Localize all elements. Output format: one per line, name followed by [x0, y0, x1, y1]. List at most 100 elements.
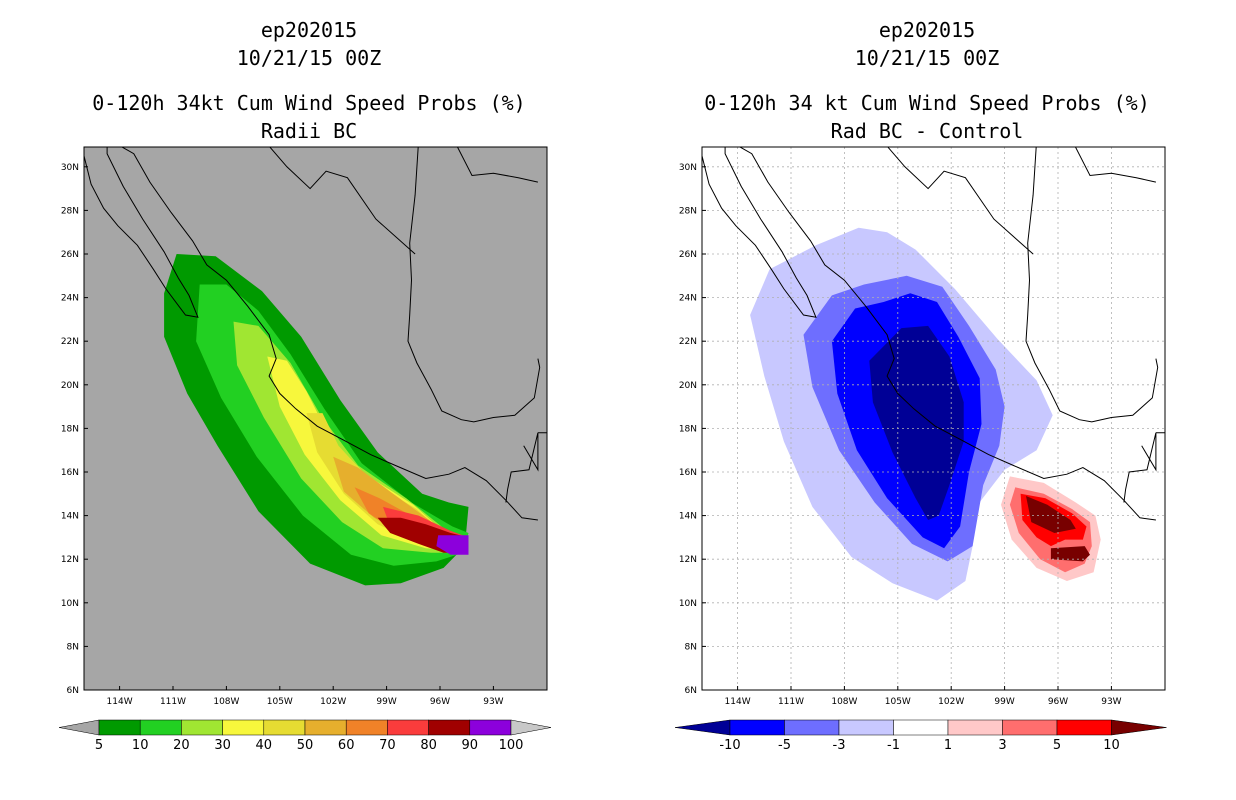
- colorbar-segment: [428, 719, 471, 736]
- diff-contour-8: [1026, 496, 1076, 533]
- lon-label-93W: 93W: [483, 697, 503, 707]
- lon-label-102W: 102W: [320, 697, 346, 707]
- diff-contour-8: [1050, 546, 1090, 562]
- colorbar-label-70: 70: [379, 738, 396, 753]
- right-difference-map: 30N 28N 26N 24N 22N 20N 18N 16N 14N 12N 10N 8N 6N 114…: [674, 146, 1167, 753]
- coastline: [702, 147, 817, 318]
- lon-label-108W: 108W: [831, 697, 857, 707]
- border-line: [1123, 432, 1157, 503]
- lat-label-14N: 14N: [679, 512, 697, 522]
- lat-label-10N: 10N: [679, 599, 697, 609]
- prob-contour-10: [436, 535, 469, 555]
- colorbar-segment: [947, 719, 1003, 736]
- colorbar-left-arrow: [674, 719, 731, 736]
- lat-label-12N: 12N: [679, 555, 697, 565]
- colorbar-segment: [1002, 719, 1058, 736]
- colorbar-label-5: 5: [95, 738, 103, 753]
- left-panel: ep202015 10/21/15 00Z 0-120h 34kt Cum Wi…: [58, 18, 552, 753]
- colorbar-segment: [784, 719, 840, 736]
- colorbar-segment: [345, 719, 388, 736]
- lat-label-24N: 24N: [61, 294, 79, 304]
- colorbar-label-20: 20: [173, 738, 190, 753]
- lat-label-22N: 22N: [61, 337, 79, 347]
- colorbar-label--3: -3: [833, 738, 846, 753]
- colorbar-label-10: 10: [132, 738, 149, 753]
- lon-label-111W: 111W: [160, 697, 186, 707]
- lat-label-28N: 28N: [679, 206, 697, 216]
- lat-label-30N: 30N: [61, 163, 79, 173]
- coastline: [84, 147, 199, 318]
- coastline: [1074, 147, 1157, 183]
- colorbar-label--5: -5: [778, 738, 791, 753]
- coastline: [120, 147, 538, 521]
- colorbar-label-3: 3: [998, 738, 1006, 753]
- colorbar-segment: [263, 719, 306, 736]
- colorbar-label-5: 5: [1053, 738, 1061, 753]
- right-storm-id: ep202015: [878, 18, 976, 42]
- lat-label-26N: 26N: [679, 250, 697, 260]
- colorbar-label-40: 40: [256, 738, 273, 753]
- border-line: [505, 432, 539, 503]
- colorbar-segment: [139, 719, 182, 736]
- colorbar-right-arrow: [1111, 719, 1167, 736]
- border-line: [269, 147, 416, 255]
- colorbar-label-50: 50: [297, 738, 314, 753]
- lon-label-105W: 105W: [267, 697, 293, 707]
- plot-frame: [701, 146, 1166, 691]
- right-datetime: 10/21/15 00Z: [854, 46, 1000, 70]
- colorbar-segment: [838, 719, 894, 736]
- lon-label-111W: 111W: [778, 697, 804, 707]
- left-title: 0-120h 34kt Cum Wind Speed Probs (%): [92, 91, 526, 115]
- colorbar-segment: [387, 719, 429, 736]
- left-plot-area: [84, 147, 547, 690]
- colorbar-segment: [729, 719, 785, 736]
- lon-label-93W: 93W: [1101, 697, 1121, 707]
- right-subtitle: Rad BC - Control: [830, 119, 1024, 143]
- colorbar-label-60: 60: [338, 738, 355, 753]
- colorbar-segment: [304, 719, 347, 736]
- colorbar-label-30: 30: [214, 738, 231, 753]
- coastline: [456, 147, 539, 183]
- right-title: 0-120h 34 kt Cum Wind Speed Probs (%): [704, 91, 1150, 115]
- lat-label-12N: 12N: [61, 555, 79, 565]
- lat-label-8N: 8N: [685, 642, 697, 652]
- lon-label-102W: 102W: [938, 697, 964, 707]
- lon-label-99W: 99W: [376, 697, 396, 707]
- left-subtitle: Radii BC: [260, 119, 358, 143]
- colorbar-left-arrow: [58, 719, 100, 736]
- lon-label-105W: 105W: [885, 697, 911, 707]
- coastline: [1025, 147, 1159, 423]
- border-line: [887, 147, 1034, 255]
- lat-label-24N: 24N: [679, 294, 697, 304]
- lat-label-16N: 16N: [679, 468, 697, 478]
- lat-label-30N: 30N: [679, 163, 697, 173]
- diff-contour-0: [869, 325, 964, 520]
- lat-label-18N: 18N: [679, 424, 697, 434]
- coastline: [407, 147, 541, 423]
- lon-label-114W: 114W: [107, 697, 133, 707]
- lon-label-96W: 96W: [430, 697, 450, 707]
- coastline: [738, 147, 1156, 521]
- colorbar-label--10: -10: [719, 738, 740, 753]
- lat-label-28N: 28N: [61, 206, 79, 216]
- colorbar-segment: [98, 719, 141, 736]
- colorbar-segment: [893, 719, 949, 736]
- lat-label-6N: 6N: [67, 686, 79, 696]
- colorbar-right-arrow: [510, 719, 552, 736]
- lat-label-18N: 18N: [61, 424, 79, 434]
- colorbar-segment: [222, 719, 265, 736]
- lat-label-22N: 22N: [679, 337, 697, 347]
- lon-label-114W: 114W: [725, 697, 751, 707]
- right-plot-area: [702, 147, 1165, 690]
- left-probability-map: 30N 28N 26N 24N 22N 20N 18N 16N 14N 12N 10N 8N 6N 114…: [58, 146, 552, 753]
- lat-label-20N: 20N: [679, 381, 697, 391]
- colorbar-segment: [181, 719, 223, 736]
- colorbar-label--1: -1: [887, 738, 900, 753]
- colorbar-segment: [1056, 719, 1112, 736]
- colorbar-label-100: 100: [499, 738, 524, 753]
- plot-frame: [83, 146, 548, 691]
- colorbar-segment: [469, 719, 512, 736]
- lon-label-96W: 96W: [1048, 697, 1068, 707]
- lat-label-26N: 26N: [61, 250, 79, 260]
- lon-label-99W: 99W: [994, 697, 1014, 707]
